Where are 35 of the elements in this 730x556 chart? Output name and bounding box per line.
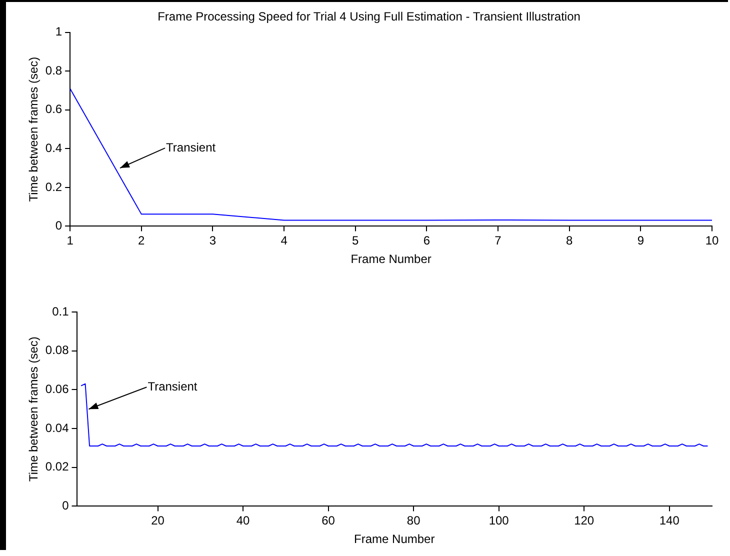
y-tick-label: 0	[62, 498, 70, 513]
x-tick-label: 10	[705, 234, 719, 248]
x-axis-title: Frame Number	[350, 252, 432, 266]
x-tick-label: 4	[280, 234, 288, 248]
y-axis-title: Time between frames (sec)	[26, 56, 41, 202]
x-tick-label: 80	[406, 514, 421, 528]
x-tick-label: 100	[488, 514, 510, 528]
y-axis-title: Time between frames (sec)	[26, 336, 41, 482]
y-tick-label: 0.1	[52, 304, 70, 318]
y-tick-label: 0	[55, 218, 62, 233]
x-axis-title: Frame Number	[354, 532, 435, 546]
x-tick-label: 60	[322, 514, 336, 528]
y-tick-label: 0.08	[45, 343, 70, 358]
x-tick-label: 3	[209, 234, 216, 248]
x-tick-label: 140	[659, 514, 680, 528]
x-tick-label: 8	[566, 234, 574, 248]
y-tick-label: 0.6	[45, 102, 62, 116]
y-tick-label: 0.04	[45, 420, 70, 435]
x-tick-label: 20	[151, 514, 165, 528]
y-tick-label: 0.2	[45, 180, 62, 194]
y-tick-label: 0.02	[45, 460, 70, 474]
x-tick-label: 2	[138, 234, 146, 248]
y-tick-label: 0.8	[45, 63, 62, 78]
annotation: Transient	[166, 140, 216, 154]
y-tick-label: 0.4	[45, 140, 62, 155]
x-tick-label: 6	[423, 234, 430, 248]
x-tick-label: 9	[637, 234, 644, 248]
x-tick-label: 7	[494, 234, 502, 248]
chart-title: Frame Processing Speed for Trial 4 Using Full Estimation - Transient Illustration	[158, 10, 580, 24]
x-tick-label: 120	[574, 514, 594, 528]
x-tick-label: 40	[236, 514, 250, 528]
annotation: Transient	[148, 379, 198, 394]
x-tick-label: 5	[352, 234, 360, 248]
y-tick-label: 0.06	[45, 382, 70, 396]
y-tick-label: 1	[55, 24, 62, 39]
